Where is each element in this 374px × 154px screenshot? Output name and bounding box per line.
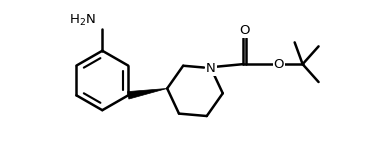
Text: N: N — [206, 62, 216, 75]
Polygon shape — [128, 88, 167, 99]
Text: $\mathregular{H_2N}$: $\mathregular{H_2N}$ — [68, 13, 95, 28]
Text: O: O — [239, 24, 249, 37]
Text: O: O — [274, 58, 284, 71]
